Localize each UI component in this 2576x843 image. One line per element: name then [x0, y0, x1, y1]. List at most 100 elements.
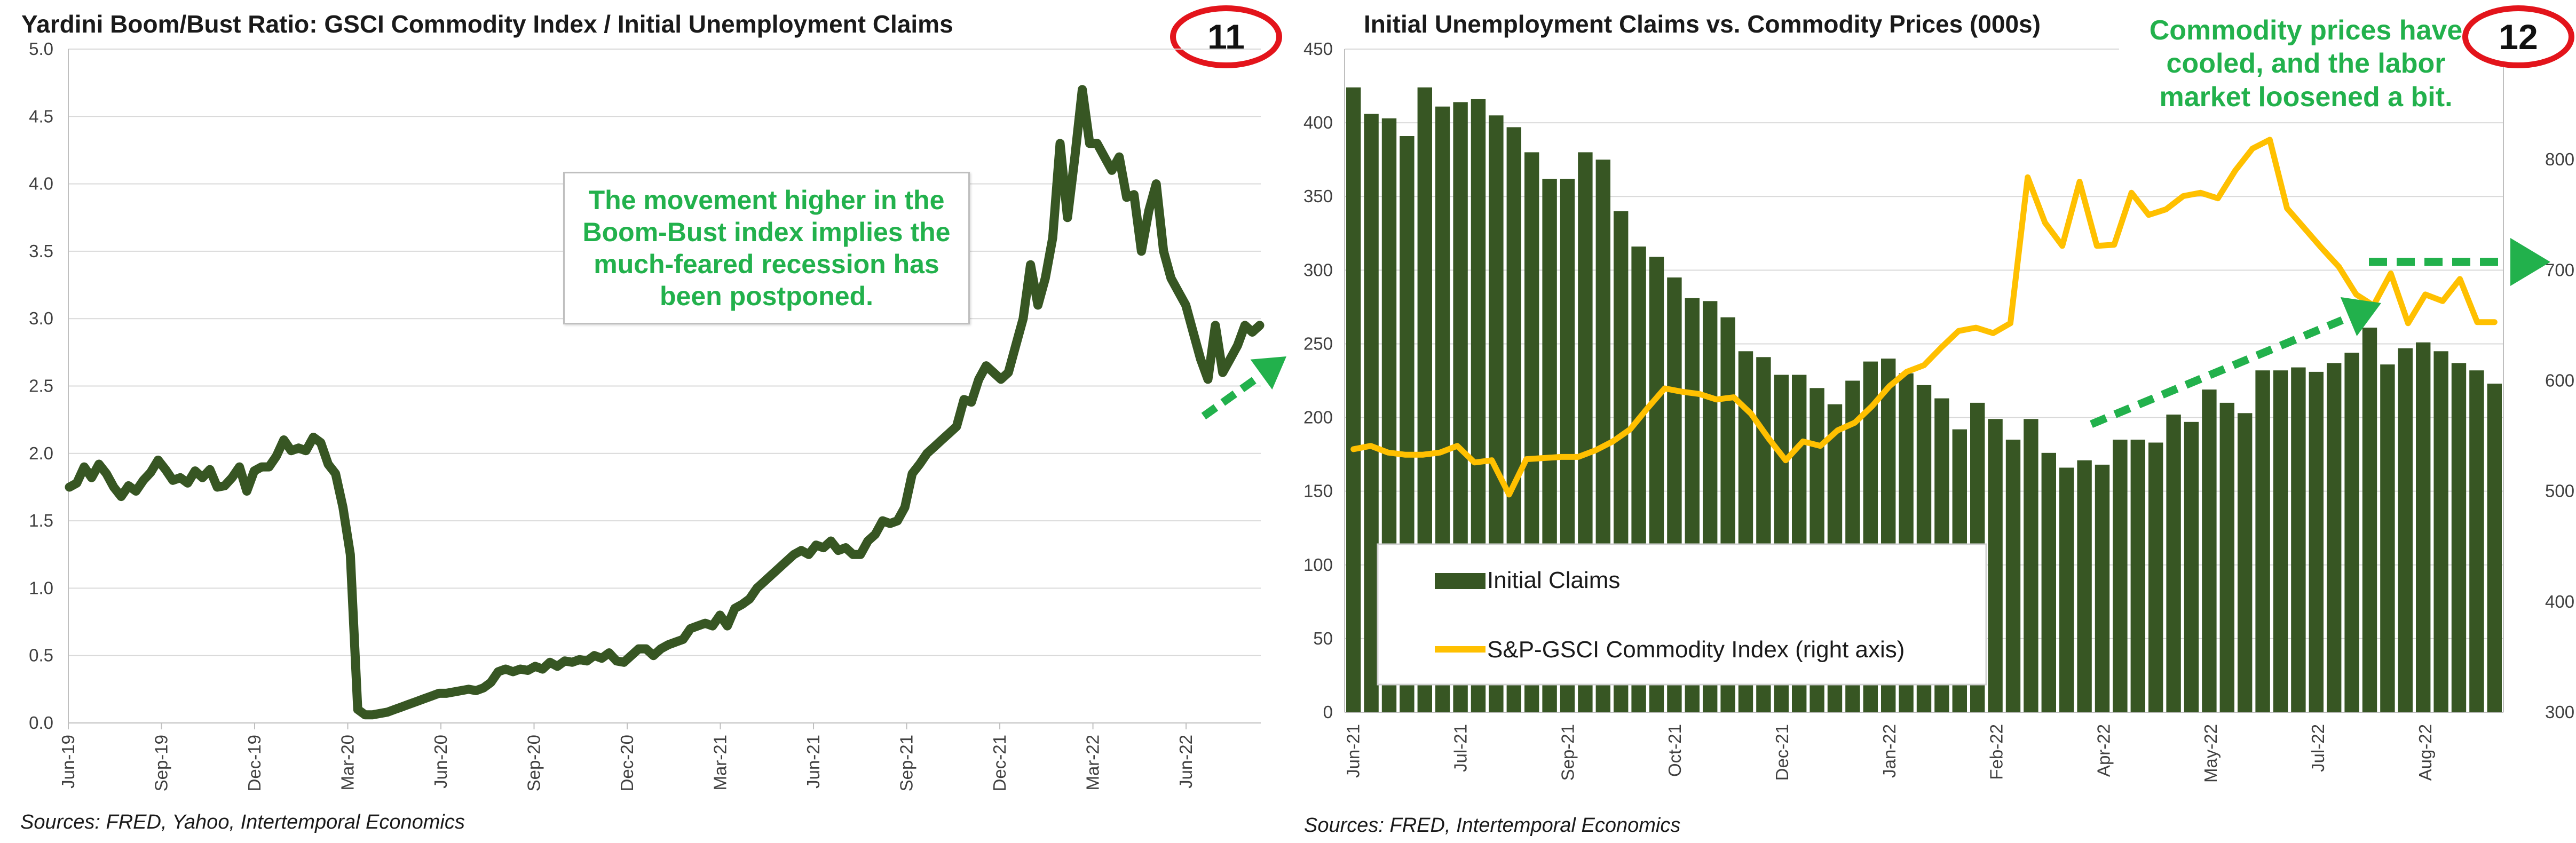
y2-tick-label: 800: [2545, 149, 2574, 169]
claims-bar: [2273, 370, 2288, 712]
claims-bar: [1988, 419, 2003, 712]
y-tick-label: 2.5: [29, 376, 53, 396]
x-tick-label: Feb-22: [1987, 724, 2006, 780]
right-chart-source: Sources: FRED, Intertemporal Economics: [1304, 814, 1681, 837]
y-tick-label: 0: [1323, 702, 1333, 722]
claims-bar: [2202, 389, 2217, 712]
x-tick-label: Oct-21: [1665, 724, 1685, 777]
flat-commodity-arrow-head: [2510, 238, 2550, 286]
claims-bar: [2166, 415, 2181, 712]
x-tick-label: Jul-22: [2308, 724, 2328, 772]
boom-bust-ratio-line: [65, 85, 1265, 720]
y-tick-label: 4.5: [29, 106, 53, 126]
y2-tick-label: 700: [2545, 260, 2574, 280]
x-tick-label: Mar-22: [1083, 735, 1103, 791]
y-tick-label: 1.5: [29, 511, 53, 530]
y-tick-label: 0.0: [29, 713, 53, 733]
y-tick-label: 2.0: [29, 443, 53, 463]
y-tick-label: 3.5: [29, 241, 53, 261]
x-tick-label: Jun-21: [803, 735, 823, 789]
y-tick-label: 3.0: [29, 308, 53, 328]
y-tick-label: 100: [1303, 555, 1333, 575]
claims-bar: [2005, 440, 2021, 712]
claims-bar: [2291, 367, 2306, 712]
claims-bar: [2255, 370, 2270, 712]
x-tick-label: Dec-21: [990, 735, 1009, 791]
y-tick-label: 5.0: [29, 39, 53, 59]
claims-bar: [2327, 363, 2342, 712]
y2-tick-label: 500: [2545, 481, 2574, 501]
claims-bar: [2380, 364, 2395, 712]
x-tick-label: May-22: [2201, 724, 2221, 783]
y2-tick-label: 400: [2545, 592, 2574, 611]
claims-bar: [2184, 421, 2199, 712]
upward-arrow-head: [1250, 356, 1286, 390]
right-chart-title: Initial Unemployment Claims vs. Commodit…: [1364, 10, 2041, 38]
right-chart-number-badge: 12: [2462, 5, 2574, 68]
x-tick-label: Sep-21: [897, 735, 916, 791]
rising-claims-dashed-arrow: [2090, 316, 2344, 428]
left-chart-panel: Yardini Boom/Bust Ratio: GSCI Commodity …: [20, 5, 1286, 833]
x-tick-label: Dec-19: [244, 735, 264, 791]
legend-label-claims: Initial Claims: [1487, 567, 1620, 593]
x-tick-label: Jan-22: [1879, 724, 1899, 778]
x-tick-label: Sep-19: [152, 735, 171, 791]
claims-bar: [2309, 371, 2324, 712]
claims-bar: [2148, 442, 2163, 712]
right-chart-annotation: Commodity prices have cooled, and the la…: [2119, 14, 2493, 114]
y2-tick-label: 600: [2545, 371, 2574, 391]
x-tick-label: Mar-20: [338, 735, 358, 791]
y-tick-label: 50: [1313, 629, 1333, 648]
claims-bar: [1364, 114, 1379, 712]
legend-label-commodity: S&P-GSCI Commodity Index (right axis): [1487, 637, 1905, 663]
claims-bar: [2077, 460, 2092, 712]
claims-bar: [2398, 348, 2413, 712]
y-tick-label: 450: [1303, 39, 1333, 59]
y-tick-label: 300: [1303, 260, 1333, 280]
x-tick-label: Sep-21: [1558, 724, 1577, 781]
x-tick-label: Jun-19: [58, 735, 78, 789]
x-tick-label: Dec-20: [617, 735, 637, 791]
claims-bar: [2416, 342, 2431, 712]
claims-bar: [2451, 363, 2467, 712]
claims-bar: [2487, 384, 2502, 712]
claims-bar: [2219, 402, 2234, 712]
left-chart-title: Yardini Boom/Bust Ratio: GSCI Commodity …: [21, 10, 953, 38]
x-tick-label: Mar-21: [710, 735, 730, 791]
x-tick-label: Sep-20: [524, 735, 544, 791]
claims-bar: [2024, 419, 2038, 712]
claims-bar: [1346, 87, 1361, 712]
legend-box: [1377, 543, 1987, 686]
claims-bar: [2130, 440, 2145, 712]
right-chart-svg: 0 50 100 150 200 250 300 350 400 450 300 400 500 600 7…: [1303, 39, 2574, 783]
y-tick-label: 400: [1303, 113, 1333, 132]
y-tick-label: 350: [1303, 186, 1333, 206]
commodity-index-line: [1350, 137, 2498, 498]
claims-bar: [2059, 467, 2074, 712]
claims-bar: [2095, 464, 2110, 712]
left-chart-source: Sources: FRED, Yahoo, Intertemporal Econ…: [20, 811, 465, 833]
y-tick-label: 250: [1303, 333, 1333, 353]
x-tick-label: Jun-20: [431, 735, 451, 789]
claims-bar: [2238, 413, 2253, 712]
right-chart-panel: Initial Unemployment Claims vs. Commodit…: [1288, 0, 2576, 843]
claims-bar: [2362, 328, 2377, 712]
x-tick-label: Apr-22: [2093, 724, 2113, 777]
left-chart-number-badge: 11: [1170, 5, 1282, 68]
legend-swatch-claims: [1435, 573, 1485, 589]
y2-tick-label: 300: [2545, 702, 2574, 722]
claims-bar: [2041, 452, 2056, 712]
claims-bar: [2113, 440, 2128, 712]
x-tick-label: Dec-21: [1772, 724, 1792, 781]
upward-dashed-arrow: [1201, 372, 1262, 420]
x-tick-label: Jun-21: [1344, 724, 1363, 778]
y-tick-label: 4.0: [29, 174, 53, 194]
y-tick-label: 0.5: [29, 646, 53, 665]
claims-bar: [2344, 353, 2359, 712]
y-tick-label: 150: [1303, 481, 1333, 501]
rising-claims-arrow-head: [2340, 297, 2381, 336]
x-tick-label: Jul-21: [1451, 724, 1471, 772]
x-tick-label: Aug-22: [2415, 724, 2435, 781]
claims-bar: [2469, 370, 2484, 712]
x-tick-label: Jun-22: [1176, 735, 1196, 789]
